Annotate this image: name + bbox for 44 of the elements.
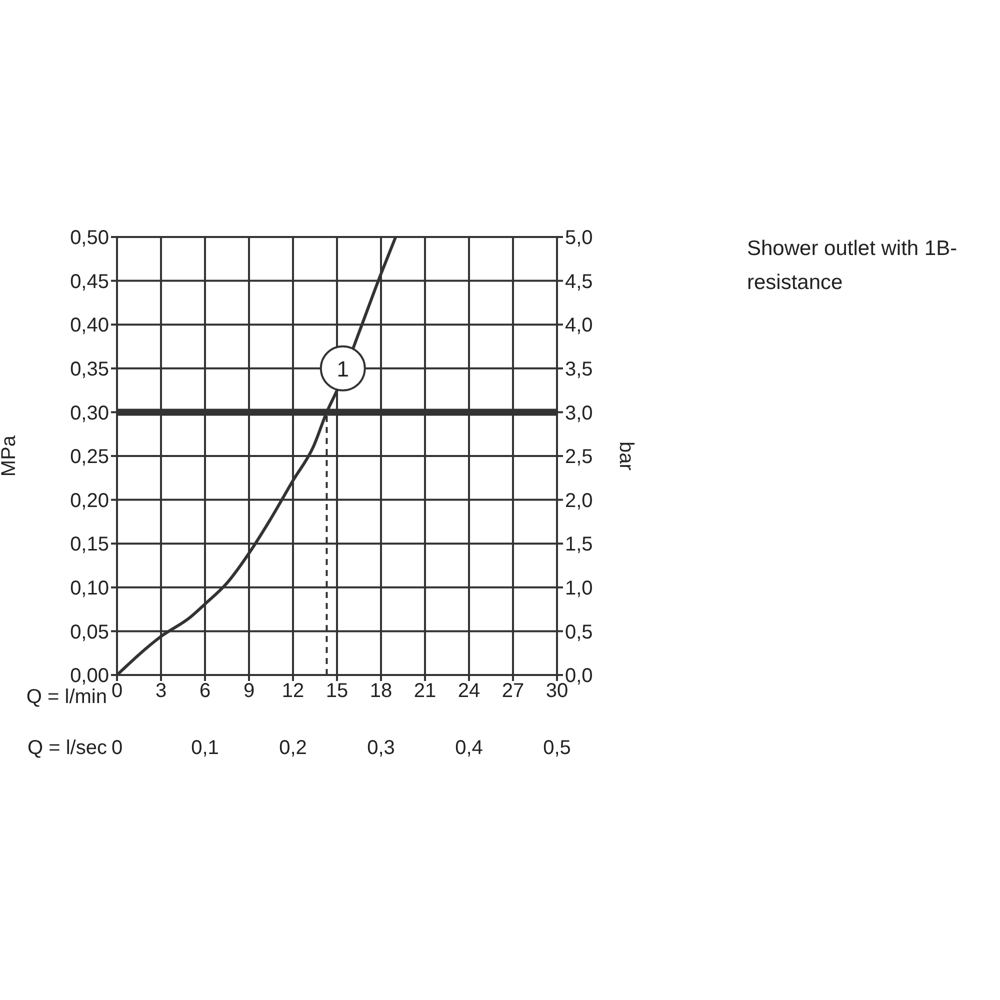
- x-tick-label: 3: [155, 680, 167, 702]
- y2-tick-label: 2,5: [565, 446, 593, 468]
- x-tick-label: 21: [414, 680, 436, 702]
- x-tick-label: 18: [370, 680, 392, 702]
- y2-tick-label: 4,0: [565, 314, 593, 337]
- y2-tick-label: 5,0: [565, 227, 593, 250]
- y-tick-label: 0,50: [70, 227, 109, 250]
- x-axis-title: Q = l/min: [26, 686, 107, 708]
- y2-tick-label: 3,5: [565, 358, 593, 380]
- x-tick-label: 15: [326, 680, 348, 702]
- y2-tick-label: 4,5: [565, 270, 593, 293]
- y-tick-label: 0,35: [70, 358, 109, 380]
- y2-tick-label: 1,0: [565, 578, 593, 600]
- x2-tick-label: 0: [111, 737, 123, 759]
- x2-tick-label: 0,1: [191, 737, 219, 759]
- annotation: 1: [336, 356, 349, 382]
- x2-tick-label: 0,3: [367, 737, 395, 759]
- x2-tick-label: 0,5: [543, 737, 571, 759]
- y2-tick-label: 0,5: [565, 621, 593, 644]
- y-tick-label: 0,25: [70, 446, 109, 468]
- y2-axis-title: bar: [614, 442, 637, 471]
- x-tick-label: 30: [546, 680, 568, 702]
- text: Shower outlet with 1B-resistance: [747, 236, 958, 296]
- x-tick-label: 27: [502, 680, 524, 702]
- x-tick-label: 0: [111, 680, 123, 702]
- y-tick-label: 0,45: [70, 270, 109, 293]
- x2-tick-label: 0,4: [455, 737, 483, 759]
- y-tick-label: 0,15: [70, 534, 109, 556]
- x-tick-label: 12: [282, 680, 304, 702]
- y-tick-label: 0,00: [70, 665, 109, 688]
- x2-axis-title: Q = l/sec: [28, 737, 107, 759]
- y-tick-label: 0,05: [70, 621, 109, 644]
- y-axis-title: MPa: [0, 434, 20, 477]
- x2-tick-label: 0,2: [279, 737, 307, 759]
- y-tick-label: 0,40: [70, 314, 109, 337]
- y2-tick-label: 1,5: [565, 534, 593, 556]
- y2-tick-label: 3,0: [565, 402, 593, 424]
- y2-tick-label: 2,0: [565, 490, 593, 512]
- x-tick-label: 9: [243, 680, 255, 702]
- y-tick-label: 0,20: [70, 490, 109, 512]
- y-tick-label: 0,10: [70, 578, 109, 600]
- x-tick-label: 24: [458, 680, 480, 702]
- x-tick-label: 6: [199, 680, 211, 702]
- y-tick-label: 0,30: [70, 402, 109, 424]
